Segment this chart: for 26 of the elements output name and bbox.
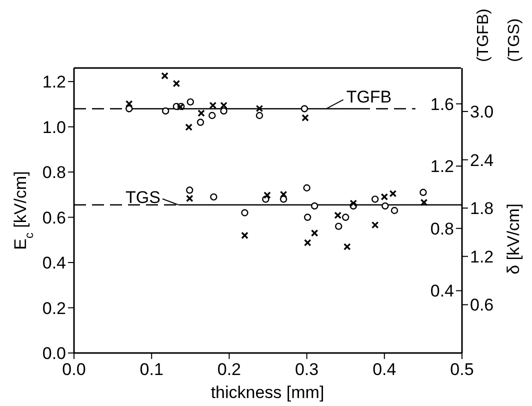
x-tick-label: 0.4 (372, 360, 396, 380)
y3-tick-label: 1.2 (470, 247, 494, 266)
text: δ [kV/cm] (504, 204, 523, 274)
annotation: TGFB (346, 88, 392, 107)
y3-tick-label: 2.4 (470, 150, 494, 170)
y3-tick-label: 3.0 (470, 102, 494, 122)
x-axis-title: thickness [mm] (210, 383, 324, 402)
y3-tick-label: 1.8 (470, 199, 494, 218)
y-tick-label: 0.6 (42, 208, 66, 228)
x-tick-label: 0.5 (450, 360, 474, 380)
x-tick-label: 0.2 (217, 360, 242, 380)
annotation: TGS (126, 188, 160, 207)
y2-tick-label: 0.8 (430, 219, 454, 238)
x-tick-label: 0.1 (140, 360, 164, 380)
y-tick-label: 1.2 (42, 72, 66, 92)
y2-tick-label: 1.2 (430, 157, 454, 176)
y2-axis-title: (TGFB) (475, 8, 492, 62)
y3-axis-title: (TGS) (506, 18, 523, 62)
y-tick-label: 0.2 (42, 298, 66, 318)
y-tick-label: 0.8 (42, 163, 66, 182)
y3-tick-label: 0.6 (470, 296, 494, 315)
y2-tick-label: 1.6 (430, 94, 454, 114)
y-tick-label: 0.4 (42, 254, 66, 273)
x-tick-label: 0.3 (294, 360, 319, 380)
y2-tick-label: 0.4 (430, 282, 454, 301)
y-tick-label: 1.0 (42, 118, 66, 137)
